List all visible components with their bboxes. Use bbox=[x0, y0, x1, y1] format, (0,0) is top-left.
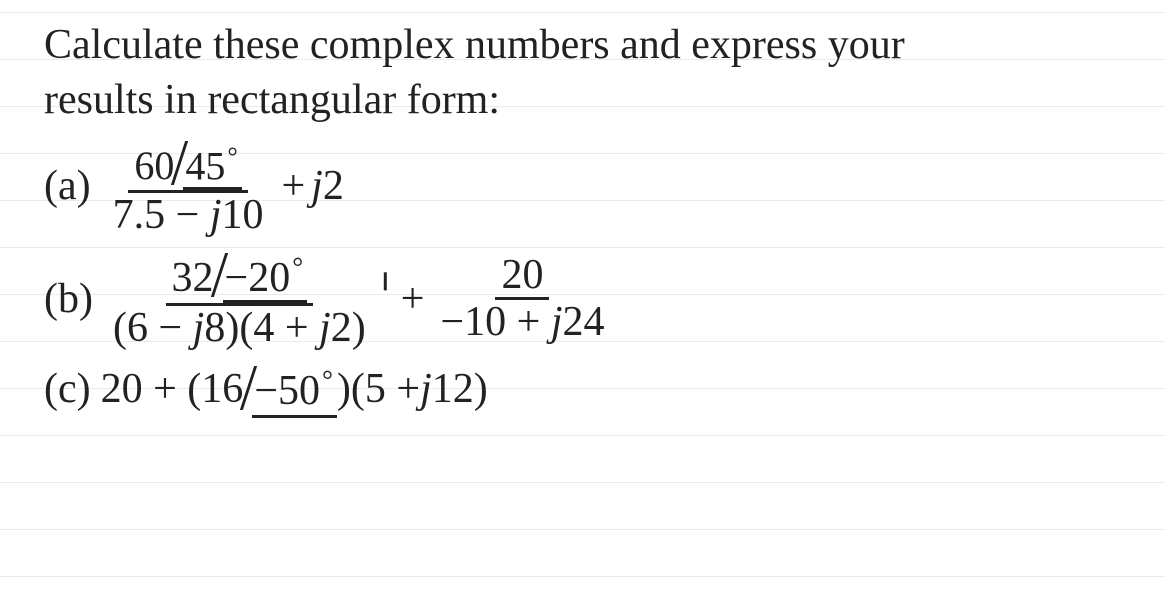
c-after-ang: )(5 + bbox=[337, 365, 420, 413]
problem-b-frac1-den: (6 − j8)(4 + j2) bbox=[107, 306, 372, 350]
problem-a-expr: 60 45° 7.5 − j10 + j2 bbox=[101, 135, 344, 237]
degree-symbol: ° bbox=[322, 365, 333, 395]
b-den-j2: j bbox=[319, 305, 331, 351]
tail-a-j: j bbox=[311, 163, 323, 209]
b-den-mid: 8)(4 + bbox=[204, 305, 319, 351]
problem-c-expr: 20 + (16 −50° )(5 + j12) bbox=[101, 360, 488, 418]
problem-b-frac2-den: −10 + j24 bbox=[434, 300, 610, 344]
problem-a-numerator: 60 45° bbox=[128, 135, 247, 193]
intro-line-2: results in rectangular form: bbox=[44, 77, 500, 123]
problem-c: (c) 20 + (16 −50° )(5 + j12) bbox=[44, 360, 1121, 418]
angle-b-value: −20° bbox=[223, 253, 308, 303]
problem-b-frac1-num: 32 −20° bbox=[166, 247, 314, 306]
den-a-lead: 7.5 − bbox=[113, 192, 210, 238]
angle-b-num: −20 bbox=[225, 255, 291, 301]
b2-den-j: j bbox=[551, 299, 563, 345]
angle-c: −50° bbox=[243, 360, 337, 418]
c-lead: 20 + (16 bbox=[101, 365, 244, 413]
plus-a: + bbox=[281, 162, 305, 210]
problem-c-label: (c) bbox=[44, 365, 91, 413]
mag-b: 32 bbox=[172, 256, 214, 300]
degree-symbol: ° bbox=[292, 252, 303, 282]
intro-line-1: Calculate these complex numbers and expr… bbox=[44, 22, 905, 68]
mag-a: 60 bbox=[134, 145, 174, 187]
plus-b: + bbox=[401, 275, 425, 323]
b-den-open: (6 − bbox=[113, 305, 193, 351]
problem-a-denominator: 7.5 − j10 bbox=[107, 193, 270, 237]
tail-a-val: 2 bbox=[323, 163, 344, 209]
problem-b-frac2-num: 20 bbox=[495, 253, 549, 300]
degree-symbol: ° bbox=[227, 142, 237, 171]
problem-b-frac1: 32 −20° (6 − j8)(4 + j2) bbox=[107, 247, 372, 350]
problem-a-label: (a) bbox=[44, 162, 91, 210]
problem-b-frac2: 20 −10 + j24 bbox=[434, 253, 610, 344]
den-a-j: j bbox=[210, 192, 222, 238]
problem-page: Calculate these complex numbers and expr… bbox=[0, 0, 1165, 418]
c-tail: 12) bbox=[432, 365, 488, 413]
den-a-tail: 10 bbox=[221, 192, 263, 238]
b-den-close: 2) bbox=[331, 305, 366, 351]
tail-a: j2 bbox=[311, 162, 344, 210]
angle-a-value: 45° bbox=[183, 143, 241, 190]
b2-den-tail: 24 bbox=[563, 299, 605, 345]
problem-b: (b) 32 −20° (6 − j8)(4 + j2) ❙ + bbox=[44, 247, 1121, 350]
problem-b-label: (b) bbox=[44, 275, 93, 323]
problem-a-fraction: 60 45° 7.5 − j10 bbox=[107, 135, 270, 237]
stray-tick-mark: ❙ bbox=[378, 270, 393, 291]
b-den-j1: j bbox=[193, 305, 205, 351]
angle-b: 32 −20° bbox=[172, 247, 308, 303]
problem-a: (a) 60 45° 7.5 − j10 + j2 bbox=[44, 135, 1121, 237]
angle-a: 60 45° bbox=[134, 135, 241, 190]
c-j: j bbox=[420, 365, 432, 413]
angle-c-num: −50 bbox=[254, 368, 320, 414]
problem-b-expr: 32 −20° (6 − j8)(4 + j2) ❙ + 20 −10 + j2… bbox=[103, 247, 615, 350]
angle-c-value: −50° bbox=[252, 365, 337, 418]
angle-a-num: 45 bbox=[185, 143, 225, 188]
b2-den-lead: −10 + bbox=[440, 299, 550, 345]
intro-text: Calculate these complex numbers and expr… bbox=[44, 18, 1121, 127]
